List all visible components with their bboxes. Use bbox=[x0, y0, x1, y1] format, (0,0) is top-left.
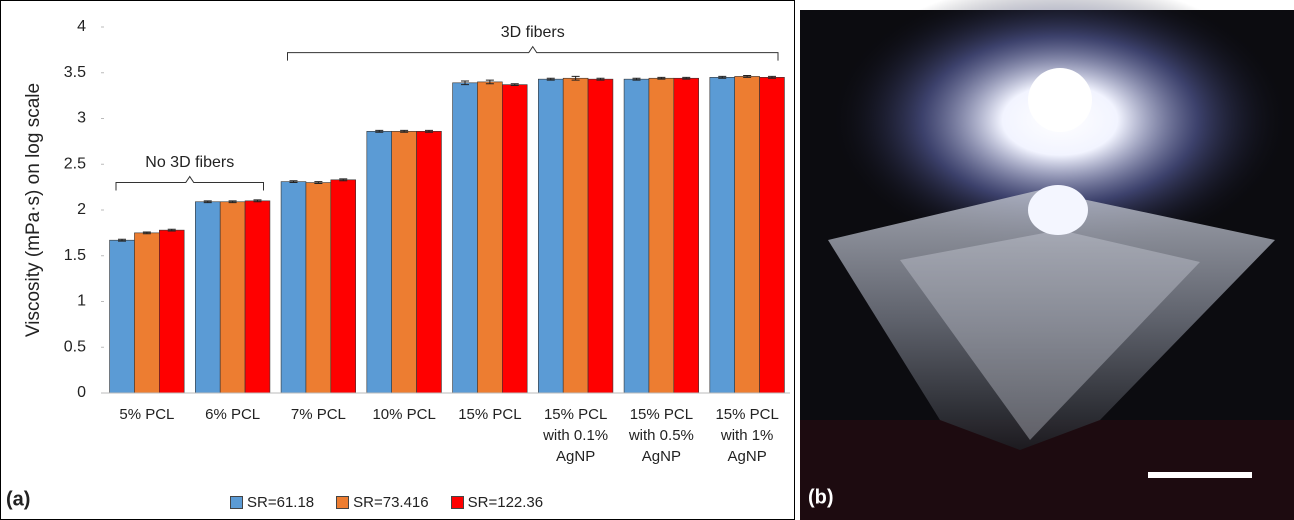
legend-swatch bbox=[451, 496, 464, 509]
bracket bbox=[288, 47, 779, 61]
x-tick-label: 5% PCL bbox=[105, 404, 189, 425]
bar bbox=[588, 79, 613, 393]
legend-swatch bbox=[336, 496, 349, 509]
y-tick-label: 3 bbox=[77, 110, 86, 127]
x-tick-label: 6% PCL bbox=[191, 404, 275, 425]
bar bbox=[710, 77, 735, 393]
bar bbox=[674, 78, 699, 393]
figure: (a) (b) Viscosity (mPa·s) on log scale 0… bbox=[0, 0, 1294, 520]
bar bbox=[649, 78, 674, 393]
y-tick-label: 2.5 bbox=[64, 155, 86, 172]
bar bbox=[538, 79, 563, 393]
legend-swatch bbox=[230, 496, 243, 509]
bar bbox=[760, 77, 785, 393]
y-tick-label: 0 bbox=[77, 384, 86, 401]
y-tick-label: 2 bbox=[77, 201, 86, 218]
x-tick-label: 15% PCL bbox=[448, 404, 532, 425]
bar bbox=[563, 78, 588, 393]
annotation: 3D fibers bbox=[501, 24, 565, 41]
bar bbox=[453, 83, 478, 393]
legend-label: SR=61.18 bbox=[247, 494, 314, 511]
legend: SR=61.18 SR=73.416 SR=122.36 bbox=[230, 494, 543, 511]
bar bbox=[306, 183, 331, 393]
y-tick-label: 4 bbox=[77, 18, 86, 35]
x-tick-label: 7% PCL bbox=[276, 404, 360, 425]
bar bbox=[735, 76, 760, 393]
panel-label: (b) bbox=[808, 486, 834, 508]
legend-label: SR=122.36 bbox=[468, 494, 543, 511]
y-tick-label: 1.5 bbox=[64, 247, 86, 264]
photo bbox=[800, 0, 1294, 520]
x-tick-label: 15% PCL with 0.1% AgNP bbox=[534, 404, 618, 467]
x-tick-label: 15% PCL with 1% AgNP bbox=[705, 404, 789, 467]
x-tick-label: 15% PCL with 0.5% AgNP bbox=[619, 404, 703, 467]
bar bbox=[220, 202, 245, 393]
bar bbox=[502, 85, 527, 393]
annotation: No 3D fibers bbox=[145, 154, 234, 171]
legend-item: SR=61.18 bbox=[230, 494, 314, 511]
bar bbox=[281, 182, 306, 393]
panel-label: (a) bbox=[6, 488, 30, 510]
bar bbox=[392, 131, 417, 393]
bar bbox=[417, 131, 442, 393]
bar bbox=[110, 240, 135, 393]
bar bbox=[624, 79, 649, 393]
bar bbox=[159, 230, 184, 393]
y-tick-label: 0.5 bbox=[64, 338, 86, 355]
legend-item: SR=122.36 bbox=[451, 494, 543, 511]
bar bbox=[367, 131, 392, 393]
bar bbox=[245, 201, 270, 393]
legend-label: SR=73.416 bbox=[353, 494, 428, 511]
y-tick-label: 3.5 bbox=[64, 64, 86, 81]
y-tick-label: 1 bbox=[77, 293, 86, 310]
x-tick-label: 10% PCL bbox=[362, 404, 446, 425]
bracket bbox=[116, 177, 264, 191]
bar bbox=[477, 82, 502, 393]
bar bbox=[195, 202, 220, 393]
y-axis-title: Viscosity (mPa·s) on log scale bbox=[23, 83, 44, 337]
bar bbox=[134, 233, 159, 393]
bar bbox=[331, 180, 356, 393]
legend-item: SR=73.416 bbox=[336, 494, 428, 511]
